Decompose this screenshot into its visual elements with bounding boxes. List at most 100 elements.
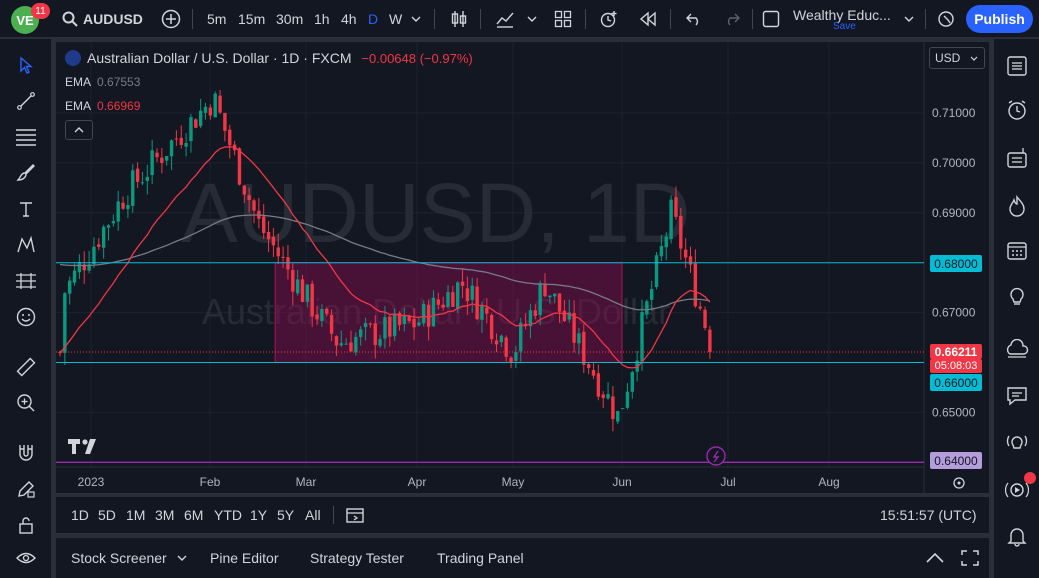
ema-slow-legend[interactable]: EMA 0.67553 (65, 75, 140, 89)
broadcast-icon[interactable] (1002, 475, 1032, 505)
zoom-in-icon[interactable] (12, 389, 40, 417)
interval-d[interactable]: D (368, 11, 379, 27)
prediction-icon[interactable] (12, 267, 40, 295)
chart-type-button[interactable] (448, 0, 470, 38)
undo-button[interactable] (683, 0, 705, 38)
pattern-icon[interactable] (12, 231, 40, 259)
emoji-icon[interactable] (12, 303, 40, 331)
eye-icon[interactable] (12, 544, 40, 572)
calendar-icon[interactable] (1002, 235, 1032, 265)
chat-icon[interactable] (1002, 381, 1032, 411)
candle-body (208, 107, 213, 116)
layout-toggle[interactable] (760, 0, 782, 38)
ruler-icon[interactable] (12, 353, 40, 381)
maximize-panel-button[interactable] (961, 538, 979, 578)
candle-body (664, 236, 668, 248)
tab-stock-screener-label: Stock Screener (71, 550, 167, 566)
chevron-down-icon (904, 16, 914, 22)
interval-1h[interactable]: 1h (314, 11, 330, 27)
grid-icon (554, 10, 572, 28)
bell-icon[interactable] (1002, 521, 1032, 551)
tab-pine-editor[interactable]: Pine Editor (210, 550, 279, 566)
candle-body (640, 312, 644, 362)
range-1y[interactable]: 1Y (250, 507, 268, 523)
lock-icon[interactable] (12, 511, 40, 539)
tab-trading-panel[interactable]: Trading Panel (437, 550, 524, 566)
fib-retracement-icon[interactable] (12, 123, 40, 151)
range-5y[interactable]: 5Y (277, 507, 295, 523)
watchlist-icon[interactable] (1002, 51, 1032, 81)
chart-pane[interactable]: AUDUSD, 1D Australian Dollar / U.S. Doll… (56, 42, 989, 493)
range-1m[interactable]: 1M (126, 507, 146, 523)
bottom-panel-bar: Stock Screener Pine Editor Strategy Test… (56, 538, 989, 578)
hotlist-fire-icon[interactable] (1002, 191, 1032, 221)
lightning-event-icon[interactable] (706, 446, 726, 466)
interval-5m[interactable]: 5m (207, 11, 227, 27)
ema-fast-legend[interactable]: EMA 0.66969 (65, 99, 140, 113)
candle-body (543, 283, 547, 297)
idea-stream-icon[interactable] (1002, 427, 1032, 457)
symbol-legend[interactable]: Australian Dollar / U.S. Dollar · 1D · F… (65, 50, 473, 66)
cursor-icon[interactable] (12, 51, 40, 79)
price-chart[interactable]: AUDUSD, 1D Australian Dollar / U.S. Doll… (56, 42, 989, 493)
timezone-clock[interactable]: 15:51:57 (UTC) (880, 507, 977, 523)
ema-slow-label: EMA (65, 75, 92, 89)
redo-button[interactable] (721, 0, 743, 38)
interval-w[interactable]: W (389, 11, 403, 27)
candle-body (460, 281, 465, 286)
candle-body (68, 280, 72, 294)
indicators-button[interactable] (494, 0, 516, 38)
quick-search-button[interactable] (936, 0, 958, 38)
range-1d[interactable]: 1D (71, 507, 89, 523)
candle-body (519, 322, 523, 352)
candle-body (654, 255, 659, 288)
symbol-search[interactable]: AUDUSD (62, 0, 143, 38)
level-label-high: 0.68000 (930, 255, 982, 272)
candle-body (392, 313, 397, 337)
candle-body (262, 216, 266, 234)
candle-body (179, 137, 183, 145)
range-3m[interactable]: 3M (155, 507, 175, 523)
data-window-icon[interactable] (1002, 335, 1032, 365)
collapse-panel-button[interactable] (926, 538, 944, 578)
tab-strategy-tester[interactable]: Strategy Tester (310, 550, 404, 566)
calendar-goto-icon (346, 508, 364, 523)
range-6m[interactable]: 6M (184, 507, 204, 523)
candle-body (344, 343, 348, 345)
legend-collapse-button[interactable] (65, 120, 93, 140)
templates-button[interactable] (552, 0, 574, 38)
trend-line-icon[interactable] (12, 87, 40, 115)
candle-body (485, 307, 489, 314)
interval-dropdown[interactable] (411, 0, 421, 38)
magnet-icon[interactable] (12, 439, 40, 467)
top-toolbar: VE 11 AUDUSD 5m 15m 30m 1h 4h D W (0, 0, 1039, 38)
ideas-lightbulb-icon[interactable] (1002, 281, 1032, 311)
time-axis-settings-icon[interactable] (953, 477, 965, 489)
range-all[interactable]: All (305, 507, 321, 523)
publish-button[interactable]: Publish (966, 5, 1033, 33)
interval-4h[interactable]: 4h (341, 11, 357, 27)
candle-body (276, 247, 280, 257)
tab-stock-screener[interactable]: Stock Screener (71, 538, 187, 578)
layout-name[interactable]: Wealthy Educ... Save (793, 0, 898, 38)
candle-body (504, 337, 508, 357)
candle-body (528, 310, 533, 327)
layout-dropdown[interactable] (904, 0, 914, 38)
range-ytd[interactable]: YTD (214, 507, 242, 523)
interval-15m[interactable]: 15m (238, 11, 266, 27)
range-5d[interactable]: 5D (98, 507, 116, 523)
goto-date-button[interactable] (345, 497, 365, 533)
tradingview-logo (68, 439, 96, 454)
alarm-icon[interactable] (1002, 95, 1032, 125)
redo-icon (727, 13, 740, 26)
pencil-lock-icon[interactable] (12, 475, 40, 503)
text-tool-icon[interactable] (12, 195, 40, 223)
replay-button[interactable] (637, 0, 659, 38)
currency-select[interactable]: USD (929, 47, 985, 69)
alert-button[interactable] (598, 0, 620, 38)
list-plus-icon[interactable] (1002, 143, 1032, 173)
compare-symbol-button[interactable] (160, 0, 182, 38)
interval-30m[interactable]: 30m (276, 11, 304, 27)
brush-icon[interactable] (12, 159, 40, 187)
indicators-dropdown[interactable] (527, 0, 537, 38)
